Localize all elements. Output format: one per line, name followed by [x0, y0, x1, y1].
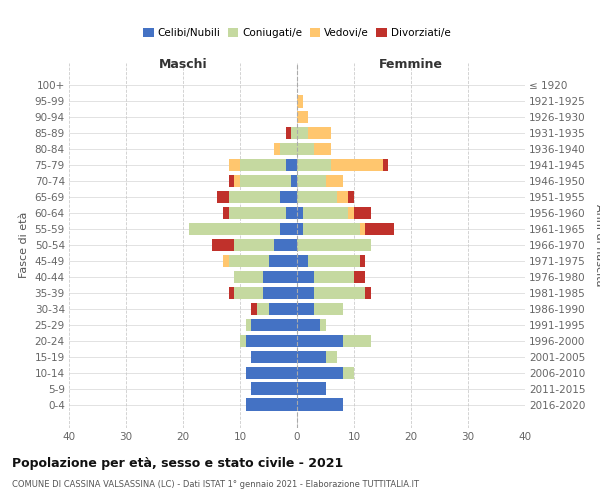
Bar [297, 366, 343, 379]
Bar [297, 334, 343, 347]
Bar [274, 143, 280, 156]
Bar [292, 127, 297, 140]
Bar [365, 223, 394, 235]
Bar [360, 254, 365, 267]
Bar [297, 302, 314, 315]
Bar [235, 286, 263, 299]
Bar [297, 270, 314, 283]
Bar [229, 254, 269, 267]
Bar [348, 191, 354, 203]
Y-axis label: Anni di nascita: Anni di nascita [594, 204, 600, 286]
Bar [246, 398, 297, 411]
Bar [360, 223, 365, 235]
Bar [297, 111, 308, 124]
Bar [223, 254, 229, 267]
Bar [274, 239, 297, 251]
Bar [229, 207, 286, 220]
Bar [303, 223, 360, 235]
Bar [269, 254, 297, 267]
Bar [297, 175, 325, 188]
Bar [314, 286, 365, 299]
Bar [297, 191, 337, 203]
Bar [297, 127, 308, 140]
Bar [263, 270, 297, 283]
Bar [229, 159, 240, 172]
Bar [246, 366, 297, 379]
Bar [365, 286, 371, 299]
Bar [246, 318, 251, 331]
Bar [286, 127, 292, 140]
Bar [251, 382, 297, 395]
Bar [354, 270, 365, 283]
Bar [297, 350, 325, 363]
Bar [314, 270, 354, 283]
Bar [251, 318, 297, 331]
Bar [303, 207, 348, 220]
Bar [297, 207, 303, 220]
Bar [263, 286, 297, 299]
Bar [257, 302, 269, 315]
Bar [354, 207, 371, 220]
Bar [331, 159, 383, 172]
Bar [325, 350, 337, 363]
Bar [280, 191, 297, 203]
Bar [280, 143, 297, 156]
Bar [343, 366, 354, 379]
Text: Maschi: Maschi [158, 58, 208, 71]
Bar [240, 159, 286, 172]
Bar [286, 159, 297, 172]
Bar [297, 286, 314, 299]
Bar [297, 95, 303, 108]
Bar [251, 302, 257, 315]
Bar [223, 207, 229, 220]
Bar [325, 175, 343, 188]
Bar [235, 175, 240, 188]
Bar [240, 175, 292, 188]
Bar [229, 175, 235, 188]
Bar [308, 127, 331, 140]
Bar [292, 175, 297, 188]
Bar [212, 239, 235, 251]
Bar [286, 207, 297, 220]
Bar [297, 398, 343, 411]
Text: COMUNE DI CASSINA VALSASSINA (LC) - Dati ISTAT 1° gennaio 2021 - Elaborazione TU: COMUNE DI CASSINA VALSASSINA (LC) - Dati… [12, 480, 419, 489]
Bar [348, 207, 354, 220]
Bar [188, 223, 280, 235]
Bar [240, 334, 246, 347]
Bar [383, 159, 388, 172]
Bar [320, 318, 325, 331]
Y-axis label: Fasce di età: Fasce di età [19, 212, 29, 278]
Bar [297, 223, 303, 235]
Bar [314, 302, 343, 315]
Bar [235, 270, 263, 283]
Bar [246, 334, 297, 347]
Bar [234, 239, 274, 251]
Text: Femmine: Femmine [379, 58, 443, 71]
Bar [297, 382, 325, 395]
Bar [297, 143, 314, 156]
Bar [229, 286, 235, 299]
Bar [251, 350, 297, 363]
Bar [217, 191, 229, 203]
Bar [297, 254, 308, 267]
Bar [343, 334, 371, 347]
Bar [314, 143, 331, 156]
Bar [280, 223, 297, 235]
Bar [297, 159, 331, 172]
Legend: Celibi/Nubili, Coniugati/e, Vedovi/e, Divorziati/e: Celibi/Nubili, Coniugati/e, Vedovi/e, Di… [139, 24, 455, 42]
Text: Popolazione per età, sesso e stato civile - 2021: Popolazione per età, sesso e stato civil… [12, 458, 343, 470]
Bar [269, 302, 297, 315]
Bar [297, 318, 320, 331]
Bar [229, 191, 280, 203]
Bar [297, 239, 371, 251]
Bar [337, 191, 348, 203]
Bar [308, 254, 360, 267]
